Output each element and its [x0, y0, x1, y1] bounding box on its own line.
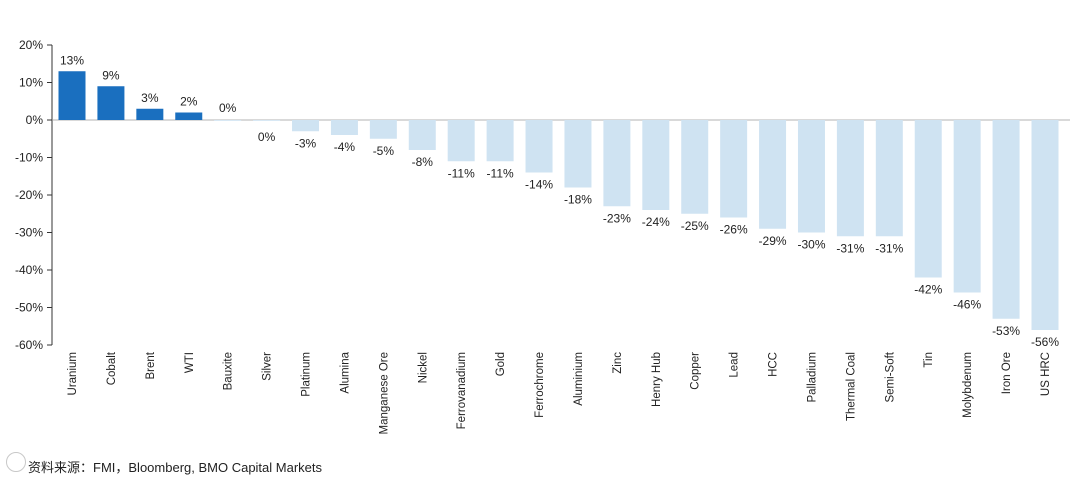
data-label: 2%: [180, 95, 198, 109]
data-label: -11%: [448, 166, 475, 180]
data-labels-group: 13% 9% 3% 2% 0% 0% -3% -4% -5% -8% -11% -11% -14% -18…: [60, 53, 1059, 349]
data-label: -29%: [759, 234, 787, 248]
bar-wti: [175, 112, 203, 120]
data-label: -26%: [720, 223, 748, 237]
category-label: Palladium: [806, 352, 818, 403]
bar-manganese-ore: [369, 120, 397, 139]
data-label: -31%: [875, 241, 903, 255]
category-label: Copper: [690, 352, 702, 390]
bar-nickel: [408, 120, 436, 150]
bar-aluminium: [564, 120, 592, 188]
bar-molybdenum: [953, 120, 981, 293]
data-label: 9%: [102, 68, 120, 82]
bar-palladium: [797, 120, 825, 233]
bar-copper: [681, 120, 709, 214]
data-label: 3%: [141, 91, 159, 105]
category-label: HCC: [768, 352, 780, 377]
category-label: Iron Ore: [1001, 352, 1013, 394]
y-tick-label: 10%: [19, 76, 43, 90]
bar-silver: [253, 120, 281, 121]
y-tick-label: -20%: [15, 188, 43, 202]
bar-brent: [136, 108, 164, 120]
category-label: Ferrovanadium: [456, 352, 468, 429]
category-label: Platinum: [301, 352, 313, 397]
data-label: -5%: [373, 144, 395, 158]
category-label: Uranium: [67, 352, 79, 395]
y-tick-label: -50%: [15, 301, 43, 315]
bar-tin: [914, 120, 942, 278]
category-label: Molybdenum: [962, 352, 974, 418]
data-label: 13%: [60, 53, 84, 67]
bar-iron-ore: [992, 120, 1020, 319]
data-label: -14%: [525, 178, 553, 192]
bar-ferrovanadium: [447, 120, 475, 162]
data-label: -8%: [412, 155, 434, 169]
category-label: Manganese Ore: [378, 352, 390, 434]
category-label: Semi-Soft: [884, 351, 896, 402]
category-label: Lead: [729, 352, 741, 378]
category-label: Gold: [495, 352, 507, 376]
y-tick-label: 0%: [26, 113, 44, 127]
bar-gold: [486, 120, 514, 162]
data-label: -23%: [603, 211, 631, 225]
category-label: Brent: [145, 351, 157, 379]
data-label: 0%: [258, 130, 276, 144]
category-label: Alumina: [339, 351, 351, 393]
y-tick-label: -10%: [15, 151, 43, 165]
category-label: Zinc: [612, 352, 624, 374]
data-label: -53%: [992, 324, 1020, 338]
bar-uranium: [58, 71, 86, 120]
data-label: -18%: [564, 193, 592, 207]
category-label: Thermal Coal: [845, 352, 857, 421]
data-label: -3%: [295, 136, 317, 150]
data-label: -25%: [681, 219, 709, 233]
data-label: -46%: [953, 298, 981, 312]
bar-hcc: [759, 120, 787, 229]
watermark-icon: [6, 452, 26, 472]
bar-cobalt: [97, 86, 125, 120]
bar-platinum: [292, 120, 320, 132]
data-label: -11%: [487, 166, 514, 180]
y-tick-label: -60%: [15, 338, 43, 352]
data-label: -56%: [1031, 335, 1059, 349]
bar-zinc: [603, 120, 631, 207]
data-label: -31%: [836, 241, 864, 255]
data-label: -30%: [797, 238, 825, 252]
bar-thermal-coal: [836, 120, 864, 237]
category-label: WTI: [184, 352, 196, 373]
bars-group: [58, 71, 1059, 330]
category-label: Bauxite: [223, 352, 235, 390]
bar-henry-hub: [642, 120, 670, 210]
category-label: Aluminium: [573, 352, 585, 406]
category-label: Silver: [262, 352, 274, 381]
category-label: Ferrochrome: [534, 352, 546, 418]
data-label: -4%: [334, 140, 356, 154]
category-label: Tin: [923, 352, 935, 368]
bar-lead: [720, 120, 748, 218]
y-tick-label: -40%: [15, 263, 43, 277]
bar-alumina: [330, 120, 358, 135]
source-note: 资料来源：FMI，Bloomberg, BMO Capital Markets: [28, 460, 323, 475]
bar-us-hrc: [1031, 120, 1059, 330]
bar-semi-soft: [875, 120, 903, 237]
bar-bauxite: [214, 120, 242, 121]
category-label: Cobalt: [106, 351, 118, 385]
bar-ferrochrome: [525, 120, 553, 173]
data-label: -24%: [642, 215, 670, 229]
category-labels-group: Uranium Cobalt Brent WTI Bauxite Silver Platin…: [67, 351, 1052, 434]
y-axis: 20% 10% 0% -10% -20% -30% -40% -50% -60%: [15, 38, 1070, 352]
y-tick-label: -30%: [15, 226, 43, 240]
y-tick-label: 20%: [19, 38, 43, 52]
category-label: US HRC: [1040, 352, 1052, 396]
category-label: Henry Hub: [651, 352, 663, 407]
data-label: 0%: [219, 101, 237, 115]
data-label: -42%: [914, 283, 942, 297]
category-label: Nickel: [417, 352, 429, 383]
